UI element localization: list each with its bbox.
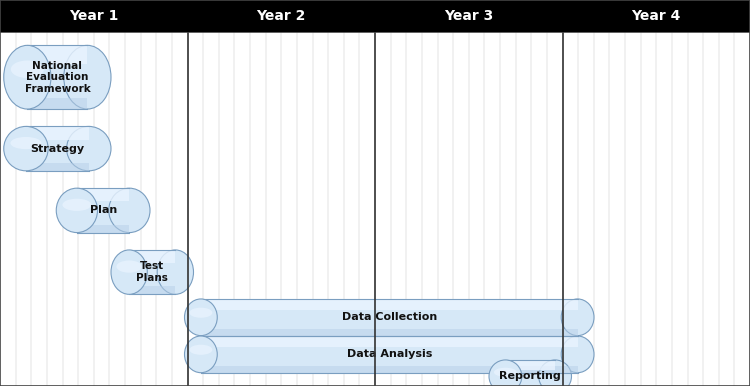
Ellipse shape xyxy=(190,308,212,318)
Bar xyxy=(506,360,555,386)
Text: Year 3: Year 3 xyxy=(444,9,494,23)
Bar xyxy=(26,127,88,171)
Bar xyxy=(201,336,578,373)
Ellipse shape xyxy=(184,299,218,336)
Bar xyxy=(201,299,578,335)
Bar xyxy=(76,225,129,232)
Bar xyxy=(201,336,578,347)
Ellipse shape xyxy=(4,45,51,109)
Text: Strategy: Strategy xyxy=(30,144,85,154)
Ellipse shape xyxy=(10,137,41,149)
Ellipse shape xyxy=(111,250,147,295)
Text: Data Collection: Data Collection xyxy=(341,312,436,322)
Text: Plan: Plan xyxy=(89,205,117,215)
Bar xyxy=(201,366,578,373)
Bar xyxy=(201,299,578,310)
Bar xyxy=(201,329,578,335)
Bar xyxy=(27,46,88,64)
Bar xyxy=(506,360,555,370)
Ellipse shape xyxy=(561,336,594,373)
Ellipse shape xyxy=(184,336,218,373)
Ellipse shape xyxy=(494,368,517,377)
Text: Year 1: Year 1 xyxy=(69,9,118,23)
Ellipse shape xyxy=(561,299,594,336)
Text: Year 4: Year 4 xyxy=(632,9,681,23)
Bar xyxy=(129,286,176,294)
Text: Reporting: Reporting xyxy=(500,371,561,381)
Ellipse shape xyxy=(64,45,111,109)
Text: Test
Plans: Test Plans xyxy=(136,261,168,283)
Text: Year 2: Year 2 xyxy=(256,9,306,23)
Bar xyxy=(129,250,176,294)
Text: Data Analysis: Data Analysis xyxy=(346,349,432,359)
Ellipse shape xyxy=(62,199,92,211)
Ellipse shape xyxy=(190,345,212,355)
Bar xyxy=(76,188,129,201)
Bar xyxy=(27,98,88,109)
Text: National
Evaluation
Framework: National Evaluation Framework xyxy=(25,61,90,94)
Ellipse shape xyxy=(116,261,142,273)
Ellipse shape xyxy=(56,188,98,232)
Ellipse shape xyxy=(538,360,572,386)
Bar xyxy=(27,46,88,109)
Ellipse shape xyxy=(109,188,150,232)
Bar xyxy=(129,250,176,263)
Bar xyxy=(26,127,88,140)
Bar xyxy=(76,188,129,232)
Ellipse shape xyxy=(489,360,522,386)
Ellipse shape xyxy=(158,250,194,295)
FancyBboxPatch shape xyxy=(0,0,750,32)
Ellipse shape xyxy=(67,127,111,171)
Bar xyxy=(26,163,88,171)
Ellipse shape xyxy=(10,61,44,78)
Ellipse shape xyxy=(4,127,48,171)
